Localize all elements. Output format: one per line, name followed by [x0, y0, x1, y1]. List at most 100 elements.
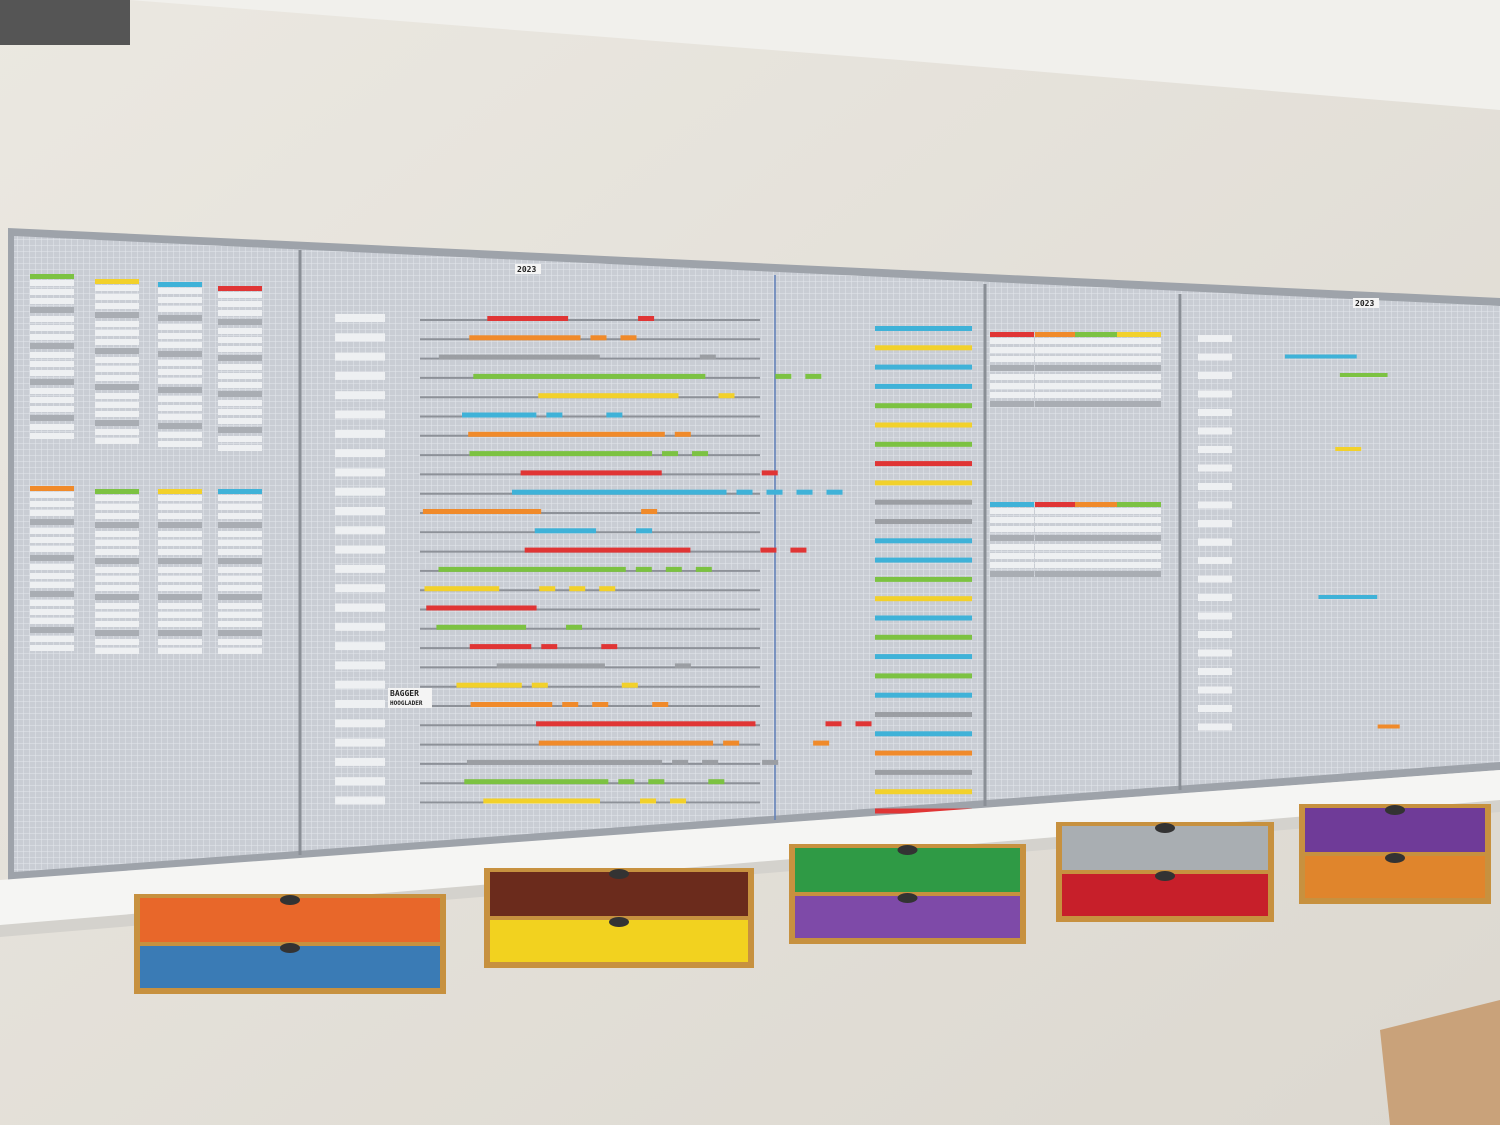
bar-dash	[621, 682, 638, 688]
bar-dash	[539, 586, 556, 592]
bar	[875, 731, 972, 737]
name-tag	[990, 338, 1034, 344]
bar-dash	[566, 624, 583, 630]
name-tag	[95, 402, 139, 408]
bar	[875, 441, 972, 447]
name-tag	[30, 388, 74, 394]
name-tag	[30, 600, 74, 606]
bar	[875, 692, 972, 698]
name-tag	[1117, 365, 1161, 371]
bar-dash	[648, 779, 665, 785]
name-tag	[158, 648, 202, 654]
bar	[468, 431, 665, 437]
bar-dash	[599, 586, 616, 592]
row-tag	[1198, 446, 1232, 453]
name-tag	[1117, 401, 1161, 407]
row-tag	[335, 545, 385, 554]
name-tag	[158, 549, 202, 555]
bar	[875, 654, 972, 660]
name-tag	[95, 648, 139, 654]
name-tag	[1035, 338, 1079, 344]
row-tag	[1198, 409, 1232, 416]
drawer	[795, 848, 1020, 892]
bar	[466, 759, 663, 765]
tile-label: BAGGER	[390, 689, 419, 698]
name-tag	[1035, 544, 1079, 550]
bar	[875, 383, 972, 389]
bar	[875, 538, 972, 544]
name-tag	[1117, 544, 1161, 550]
name-tag	[30, 573, 74, 579]
bar-dash	[766, 489, 783, 495]
bar-dash	[620, 335, 637, 341]
name-tag	[95, 429, 139, 435]
name-tag	[990, 526, 1034, 532]
name-tag	[158, 306, 202, 312]
name-tag	[1075, 338, 1119, 344]
name-tag	[218, 603, 262, 609]
bar	[438, 566, 626, 572]
name-tag	[95, 558, 139, 564]
row-tag	[335, 391, 385, 400]
name-tag	[990, 383, 1034, 389]
drawer	[140, 898, 440, 942]
drawer-handle	[609, 869, 629, 879]
name-tag	[95, 420, 139, 426]
name-tag	[1075, 553, 1119, 559]
name-tag	[1035, 356, 1079, 362]
name-tag	[218, 558, 262, 564]
bar-dash	[546, 412, 563, 418]
row-tag	[335, 642, 385, 651]
bar-dash	[736, 489, 753, 495]
name-tag	[95, 357, 139, 363]
header-tag	[1035, 332, 1079, 337]
name-tag	[158, 378, 202, 384]
name-tag	[158, 522, 202, 528]
bar-dash	[636, 528, 653, 534]
name-tag	[1117, 535, 1161, 541]
bar-dash	[569, 586, 586, 592]
name-tag	[218, 373, 262, 379]
name-tag	[158, 360, 202, 366]
name-tag	[218, 612, 262, 618]
row-tag	[335, 487, 385, 496]
bar	[875, 750, 972, 756]
name-tag	[1075, 508, 1119, 514]
tile-bg	[515, 264, 541, 274]
name-tag	[1075, 347, 1119, 353]
bar-dash	[805, 373, 822, 379]
name-tag	[95, 549, 139, 555]
name-tag	[158, 387, 202, 393]
bar-dash	[531, 682, 548, 688]
bar	[875, 712, 972, 717]
name-tag	[1117, 347, 1161, 353]
bar-dash	[775, 373, 792, 379]
name-tag	[1075, 544, 1119, 550]
name-tag	[218, 522, 262, 528]
row-tag	[1198, 483, 1232, 490]
name-tag	[30, 627, 74, 633]
wood-piece	[1380, 1000, 1500, 1125]
bar-dash	[760, 547, 777, 553]
name-tag	[30, 379, 74, 385]
bar	[456, 682, 522, 688]
bar	[426, 605, 537, 611]
name-tag	[158, 531, 202, 537]
drawer	[1305, 808, 1485, 852]
name-tag	[158, 495, 202, 501]
name-tag	[158, 351, 202, 357]
row-tag	[335, 352, 385, 361]
name-tag	[218, 540, 262, 546]
name-tag	[218, 427, 262, 433]
name-tag	[158, 297, 202, 303]
name-tag	[1035, 508, 1079, 514]
bar-dash	[761, 470, 778, 476]
drawer-handle	[1385, 853, 1405, 863]
name-tag	[95, 513, 139, 519]
bar	[438, 354, 600, 360]
name-tag	[30, 415, 74, 421]
row-tag	[335, 584, 385, 593]
name-tag	[30, 501, 74, 507]
drawer-handle	[897, 845, 918, 855]
row-tag	[335, 449, 385, 458]
